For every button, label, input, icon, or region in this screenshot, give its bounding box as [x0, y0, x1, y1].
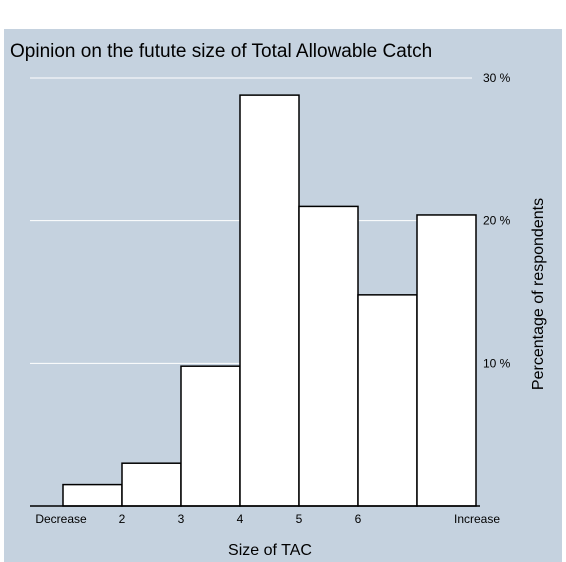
y-tick-label: 20 %: [483, 214, 511, 228]
x-tick-labels: Decrease 2 3 4 5 6 Increase: [35, 512, 500, 526]
x-tick-label: 6: [355, 512, 362, 526]
chart-panel: Opinion on the futute size of Total Allo…: [4, 29, 562, 562]
bar: [239, 94, 300, 507]
chart-title: Opinion on the futute size of Total Allo…: [10, 41, 432, 62]
x-axis-label: Size of TAC: [228, 542, 312, 559]
y-tick-label: 10 %: [483, 356, 511, 370]
bar: [180, 365, 241, 507]
bar: [298, 205, 359, 507]
x-tick-label: 5: [296, 512, 303, 526]
y-axis-label: Percentage of respondents: [530, 198, 547, 390]
bar: [357, 294, 418, 507]
bar: [416, 214, 477, 507]
y-tick-labels: 10 % 20 % 30 %: [483, 71, 511, 370]
x-tick-label: 2: [119, 512, 126, 526]
x-tick-label: Decrease: [35, 512, 87, 526]
bar-chart: Opinion on the futute size of Total Allo…: [10, 41, 547, 559]
x-tick-label: 4: [237, 512, 244, 526]
bar: [121, 462, 182, 507]
x-tick-label: 3: [178, 512, 185, 526]
bars: [62, 94, 477, 507]
x-tick-label: Increase: [454, 512, 500, 526]
bar: [62, 483, 123, 507]
y-tick-label: 30 %: [483, 71, 511, 85]
